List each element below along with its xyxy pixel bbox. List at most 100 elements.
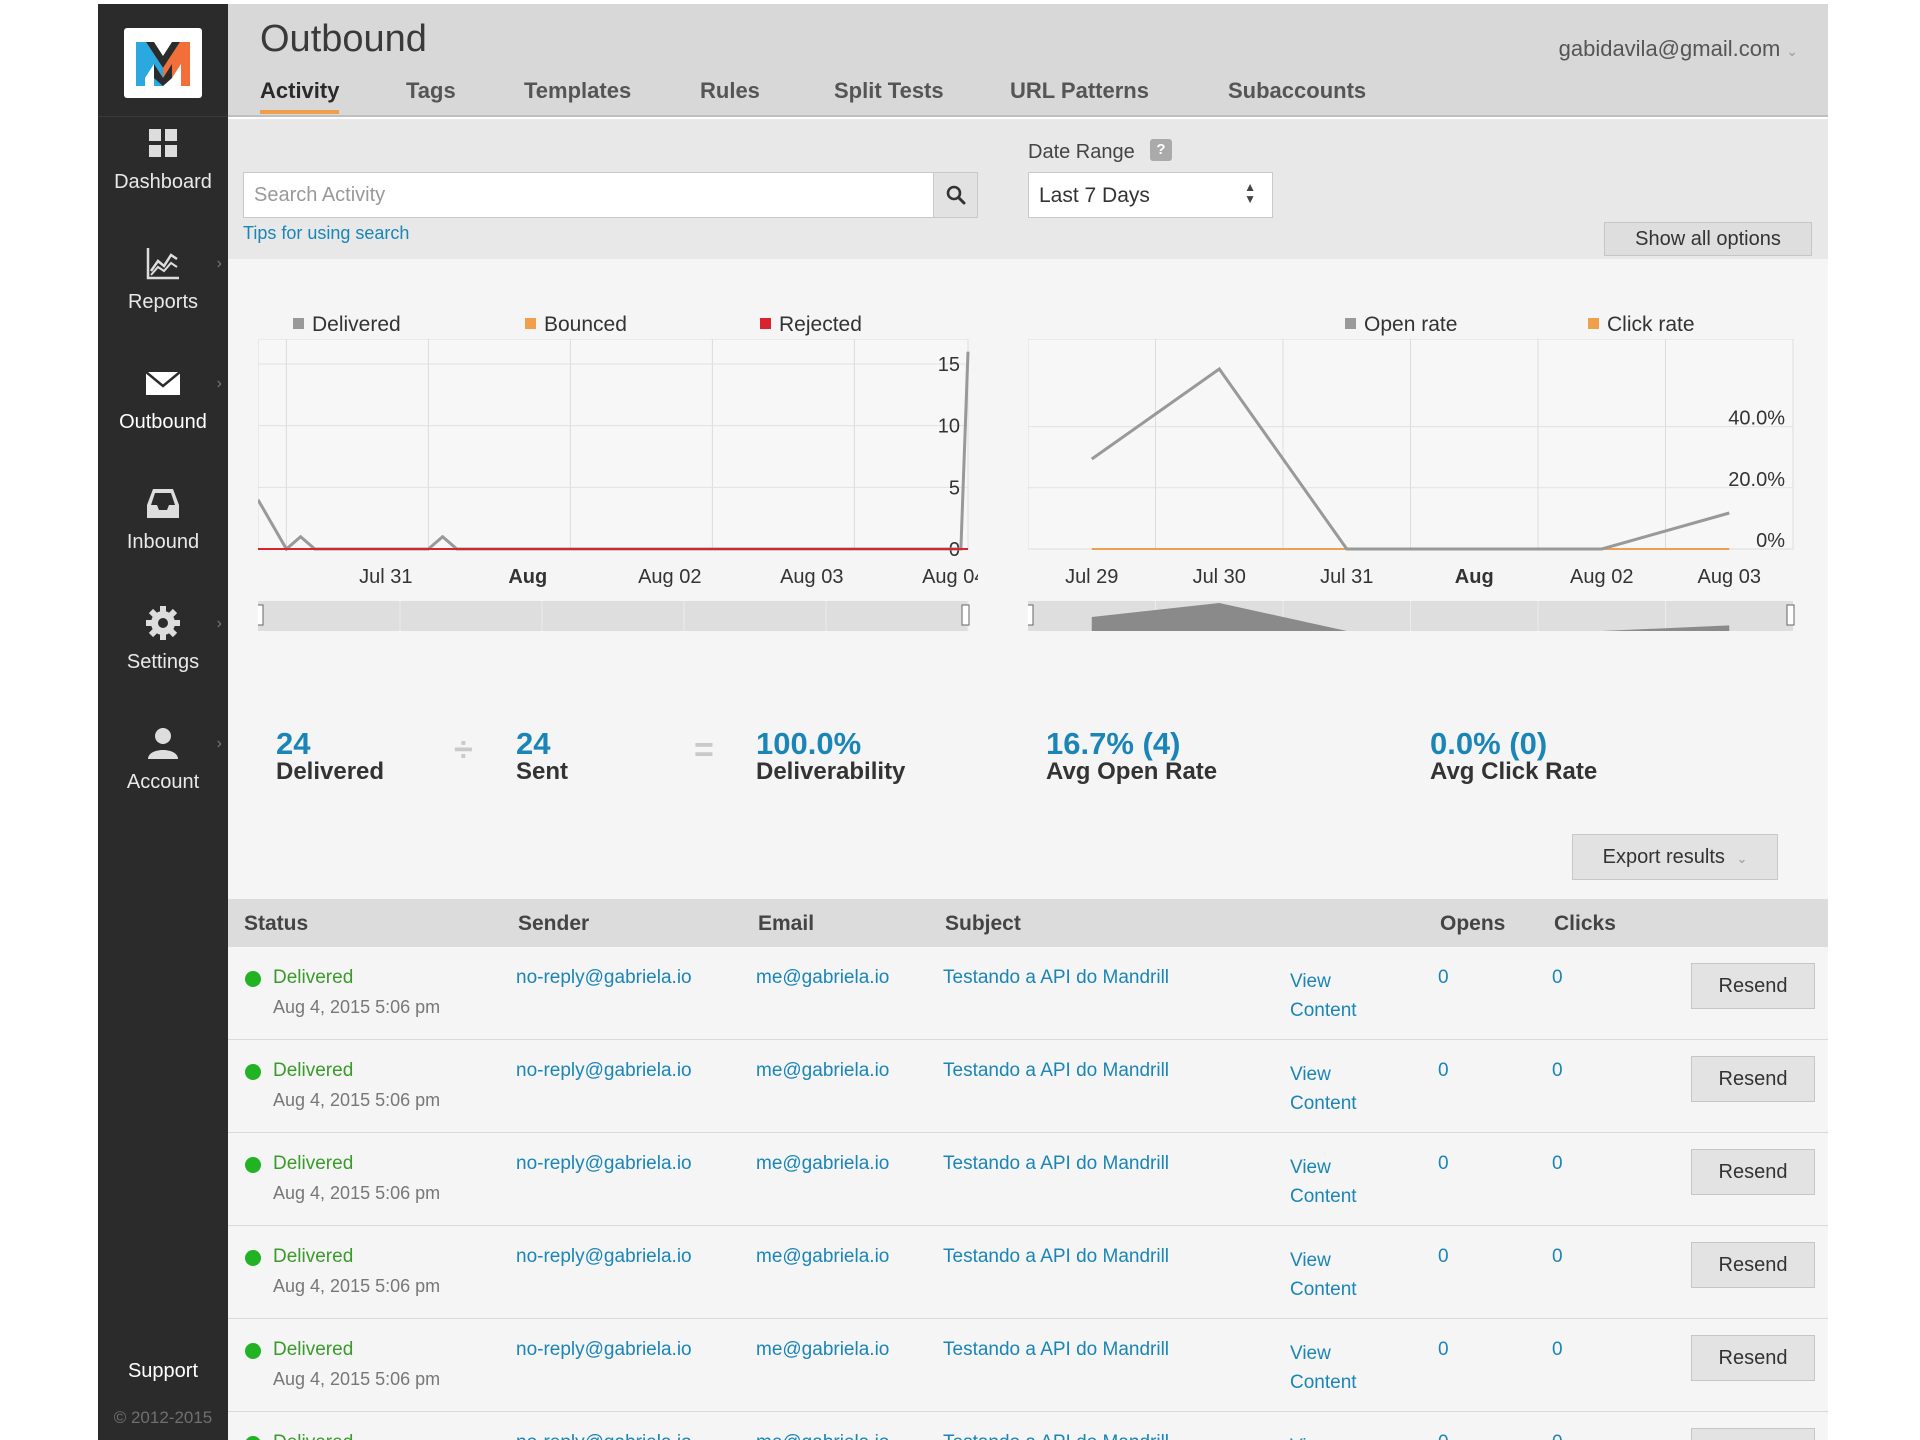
mandrill-logo[interactable] [124,28,202,98]
column-header-sender[interactable]: Sender [518,912,590,935]
nav-dashboard[interactable]: Dashboard [98,117,228,227]
email-link[interactable]: me@gabriela.io [756,1432,889,1440]
sender-link[interactable]: no-reply@gabriela.io [516,1246,692,1267]
email-link[interactable]: me@gabriela.io [756,1339,890,1360]
x-tick-label: Jul 31 [1320,566,1373,588]
email-link[interactable]: me@gabriela.io [756,1246,890,1267]
view-content-link[interactable]: View [1290,1432,1380,1440]
sender-link[interactable]: no-reply@gabriela.io [516,1060,692,1081]
tab-rules[interactable]: Rules [700,78,760,103]
search-tips-link[interactable]: Tips for using search [243,223,410,243]
table-row[interactable]: Delivered Aug 4, 2015 5:06 pm no-reply@gab… [228,1319,1828,1412]
export-results-button[interactable]: Export results ⌄ [1572,834,1778,880]
show-all-options-button[interactable]: Show all options [1604,222,1812,256]
engagement-chart[interactable]: 40.0% 20.0% 0% Jul 29 Jul 30 Jul 31 Aug Aug 02 A… [1028,339,1798,649]
subject-link[interactable]: Testando a API do Mandrill [943,1060,1170,1081]
x-tick-label: Aug 03 [780,566,843,588]
subject-link[interactable]: Testando a API do Mandrill [943,1339,1170,1360]
column-header-clicks[interactable]: Clicks [1554,912,1616,935]
table-row[interactable]: Delivered Aug 4, 2015 5:06 pm no-reply@gab… [228,1133,1828,1226]
opens-count[interactable]: 0 [1438,1246,1449,1267]
column-header-email[interactable]: Email [758,912,815,935]
x-tick-label: Aug [1455,566,1494,588]
resend-button[interactable]: Resend [1691,963,1815,1009]
date-range-select[interactable]: Last 7 Days ▲ ▼ [1028,172,1273,218]
column-header-subject[interactable]: Subject [945,912,1021,935]
sent-date: Aug 4, 2015 5:06 pm [273,1090,441,1110]
table-row[interactable]: Delivered Aug 4, 2015 5:06 pm no-reply@gab… [228,1040,1828,1133]
y-tick-label: 20.0% [1728,469,1785,491]
sender-link[interactable]: no-reply@gabriela.io [516,1153,692,1174]
resend-button[interactable] [1691,1428,1815,1440]
opens-count[interactable]: 0 [1438,967,1449,988]
legend-swatch [525,318,536,329]
email-link[interactable]: me@gabriela.io [756,1153,890,1174]
table-row[interactable]: Delivered Aug 4, 2015 5:06 pm no-reply@gab… [228,947,1828,1040]
search-box [243,172,978,218]
opens-count[interactable]: 0 [1438,1432,1449,1440]
resend-button[interactable]: Resend [1691,1149,1815,1195]
view-content-link[interactable]: View Content [1290,1343,1357,1393]
legend-click-rate[interactable]: Click rate [1588,313,1695,337]
support-link[interactable]: Support [127,1360,199,1382]
subject-link[interactable]: Testando a API do Mandrill [943,1432,1169,1440]
user-menu[interactable]: gabidavila@gmail.com ⌄ [1559,36,1798,62]
sidebar: Dashboard Reports › Outbound › [98,4,228,1440]
view-content-link[interactable]: View Content [1290,971,1357,1021]
nav-settings[interactable]: Settings › [98,597,228,707]
legend-delivered[interactable]: Delivered [293,313,401,337]
nav-inbound-label: Inbound [126,531,200,553]
stat-value: 0.0% (0) [1430,726,1548,761]
clicks-count[interactable]: 0 [1552,1246,1563,1267]
column-header-opens[interactable]: Opens [1440,912,1506,935]
clicks-count[interactable]: 0 [1552,1153,1563,1174]
tab-activity[interactable]: Activity [260,78,340,114]
subject-link[interactable]: Testando a API do Mandrill [943,1153,1170,1174]
opens-count[interactable]: 0 [1438,1339,1449,1360]
table-row[interactable]: Delivered no-reply@gabriela.io me@gabriela… [228,1412,1828,1440]
navigator-handle-right [961,604,970,626]
nav-reports[interactable]: Reports › [98,237,228,347]
nav-account[interactable]: Account › [98,717,228,827]
email-link[interactable]: me@gabriela.io [756,1060,890,1081]
search-button[interactable] [933,173,977,217]
resend-button[interactable]: Resend [1691,1056,1815,1102]
tab-url-patterns[interactable]: URL Patterns [1010,78,1149,103]
sender-link[interactable]: no-reply@gabriela.io [516,967,692,988]
nav-inbound[interactable]: Inbound [98,477,228,587]
view-content-link[interactable]: View Content [1290,1064,1357,1114]
legend-swatch [1588,318,1599,329]
resend-button[interactable]: Resend [1691,1335,1815,1381]
sender-link[interactable]: no-reply@gabriela.io [516,1432,692,1440]
view-content-link[interactable]: View Content [1290,1250,1357,1300]
legend-open-rate[interactable]: Open rate [1345,313,1457,337]
clicks-count[interactable]: 0 [1552,1432,1563,1440]
subject-link[interactable]: Testando a API do Mandrill [943,967,1170,988]
page-header: Outbound gabidavila@gmail.com ⌄ Activity … [228,4,1828,117]
tab-subaccounts[interactable]: Subaccounts [1228,78,1367,103]
email-link[interactable]: me@gabriela.io [756,967,890,988]
stat-label: Sent [516,758,569,785]
view-content-link[interactable]: View Content [1290,1157,1357,1207]
clicks-count[interactable]: 0 [1552,1339,1563,1360]
tab-split-tests[interactable]: Split Tests [834,78,944,103]
stat-deliverability: 100.0% Deliverability [756,728,905,785]
tab-templates[interactable]: Templates [524,78,632,103]
legend-rejected[interactable]: Rejected [760,313,862,337]
clicks-count[interactable]: 0 [1552,967,1563,988]
opens-count[interactable]: 0 [1438,1153,1449,1174]
nav-outbound[interactable]: Outbound › [98,357,228,467]
sender-link[interactable]: no-reply@gabriela.io [516,1339,692,1360]
clicks-count[interactable]: 0 [1552,1060,1563,1081]
column-header-status[interactable]: Status [244,912,309,935]
stat-sent: 24 Sent [516,728,569,785]
help-icon[interactable]: ? [1150,139,1172,161]
resend-button[interactable]: Resend [1691,1242,1815,1288]
opens-count[interactable]: 0 [1438,1060,1449,1081]
table-row[interactable]: Delivered Aug 4, 2015 5:06 pm no-reply@gab… [228,1226,1828,1319]
tab-tags[interactable]: Tags [406,78,456,103]
legend-bounced[interactable]: Bounced [525,313,627,337]
search-input[interactable] [244,173,934,217]
subject-link[interactable]: Testando a API do Mandrill [943,1246,1170,1267]
